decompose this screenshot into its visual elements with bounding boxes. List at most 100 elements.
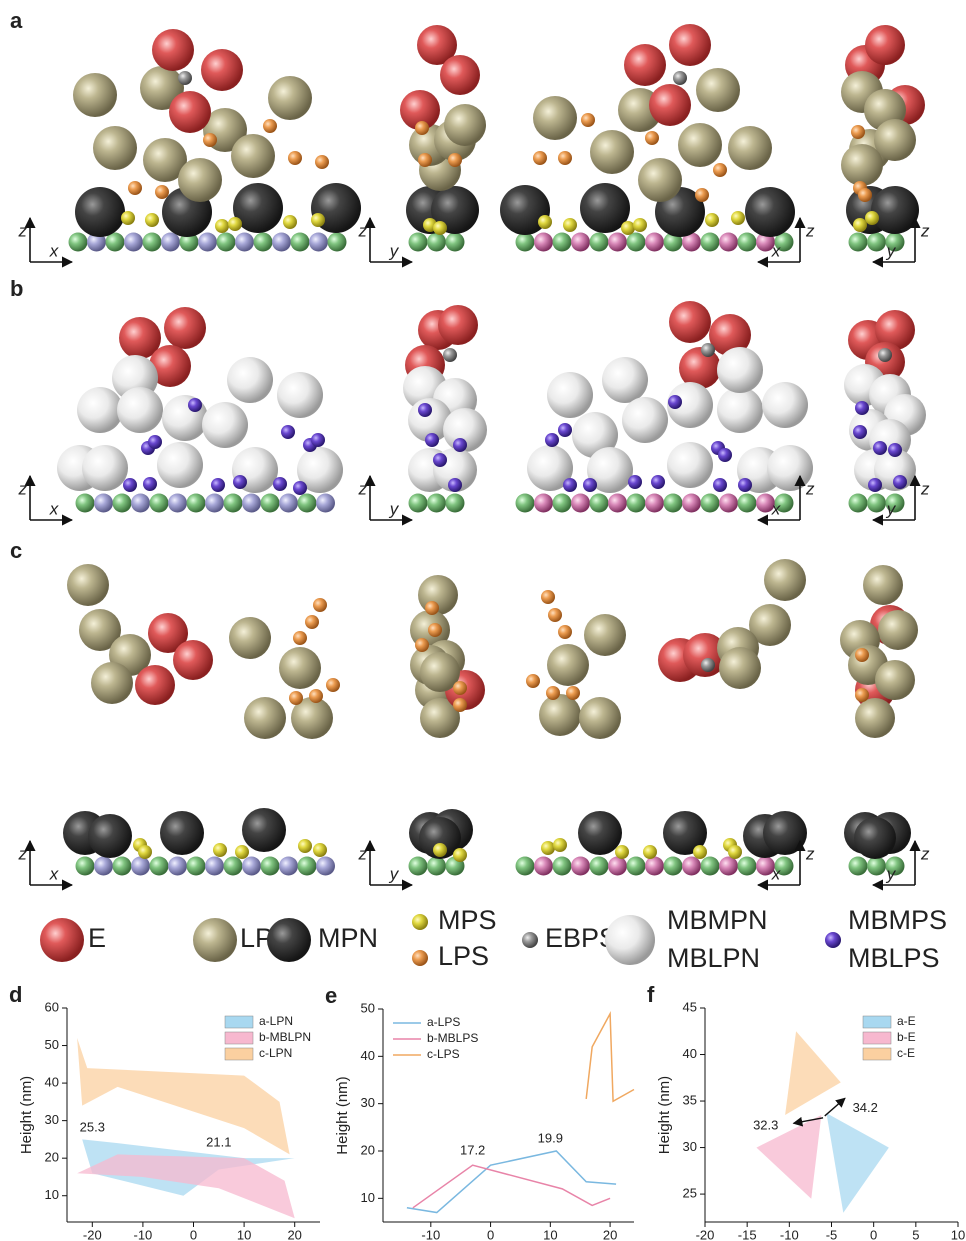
sphere (645, 233, 664, 252)
sphere (205, 494, 224, 513)
axis-letter: z (920, 221, 930, 240)
sphere (124, 233, 143, 252)
sphere (412, 950, 428, 966)
legend-label: a-LPS (427, 1015, 460, 1029)
annotation-arrow (825, 1098, 845, 1116)
axis-letter: x (771, 241, 781, 260)
legend-swatch (225, 1032, 253, 1044)
sphere (541, 841, 555, 855)
sphere (558, 625, 572, 639)
sphere (547, 372, 593, 418)
sphere (168, 494, 187, 513)
sphere (427, 233, 446, 252)
sphere (409, 857, 428, 876)
sphere (128, 181, 142, 195)
sphere (863, 565, 903, 605)
x-tick-label: 0 (870, 1227, 877, 1241)
legend-label: MBMPN (667, 905, 768, 935)
sphere (865, 211, 879, 225)
axis-letter: x (771, 499, 781, 518)
sphere (539, 694, 581, 736)
axis-letter: y (886, 499, 897, 518)
sphere (553, 857, 572, 876)
y-tick-label: 50 (45, 1037, 59, 1052)
sphere (178, 158, 222, 202)
sphere (123, 478, 137, 492)
sphere (224, 494, 243, 513)
sphere (211, 478, 225, 492)
sphere (161, 233, 180, 252)
sphere (664, 857, 683, 876)
sphere (91, 662, 133, 704)
sphere (446, 233, 465, 252)
y-tick-label: 40 (45, 1075, 59, 1090)
sphere (701, 233, 720, 252)
sphere (584, 614, 626, 656)
sphere (581, 113, 595, 127)
area (77, 1038, 290, 1154)
sphere (696, 68, 740, 112)
sphere (541, 590, 555, 604)
panel-label: e (325, 983, 337, 1008)
sphere (281, 425, 295, 439)
sphere (254, 233, 273, 252)
sphere (235, 233, 254, 252)
legend-label: b-MBLPN (259, 1030, 311, 1044)
sphere (669, 24, 711, 66)
legend-swatch (863, 1016, 891, 1028)
legend-swatch (225, 1048, 253, 1060)
sphere (547, 644, 589, 686)
y-tick-label: 40 (361, 1048, 375, 1063)
sphere (311, 433, 325, 447)
sphere (201, 49, 243, 91)
sphere (261, 857, 280, 876)
legend-label: c-LPN (259, 1046, 292, 1060)
sphere (93, 126, 137, 170)
sphere (73, 73, 117, 117)
sphere (558, 423, 572, 437)
legend-swatch (863, 1048, 891, 1060)
sphere (453, 681, 467, 695)
sphere (566, 686, 580, 700)
axis-letter: z (358, 221, 368, 240)
sphere (645, 131, 659, 145)
y-tick-label: 60 (45, 999, 59, 1014)
axis-letter: y (389, 864, 400, 883)
sphere (433, 843, 447, 857)
sphere (873, 441, 887, 455)
sphere (602, 357, 648, 403)
sphere (193, 918, 237, 962)
sphere (718, 448, 732, 462)
sphere (553, 233, 572, 252)
sphere (94, 857, 113, 876)
sphere (546, 686, 560, 700)
annotation: 21.1 (206, 1135, 231, 1150)
sphere (443, 348, 457, 362)
y-axis-title: Height (nm) (334, 1076, 351, 1154)
sphere (867, 494, 886, 513)
sphere (203, 133, 217, 147)
sphere (875, 660, 915, 700)
sphere (571, 857, 590, 876)
sphere (444, 104, 486, 146)
sphere (643, 845, 657, 859)
sphere (69, 233, 88, 252)
sphere (76, 857, 95, 876)
sphere (855, 688, 869, 702)
sphere (664, 494, 683, 513)
sphere (279, 647, 321, 689)
sphere (67, 564, 109, 606)
sphere (293, 481, 307, 495)
sphere (745, 187, 795, 237)
legend-label: MPS (438, 905, 497, 935)
axis-letter: z (18, 479, 28, 498)
axis-letter: z (920, 479, 930, 498)
sphere (534, 857, 553, 876)
sphere (638, 158, 682, 202)
sphere (825, 932, 841, 948)
sphere (268, 76, 312, 120)
sphere (668, 395, 682, 409)
sphere (328, 233, 347, 252)
sphere (446, 494, 465, 513)
sphere (571, 494, 590, 513)
